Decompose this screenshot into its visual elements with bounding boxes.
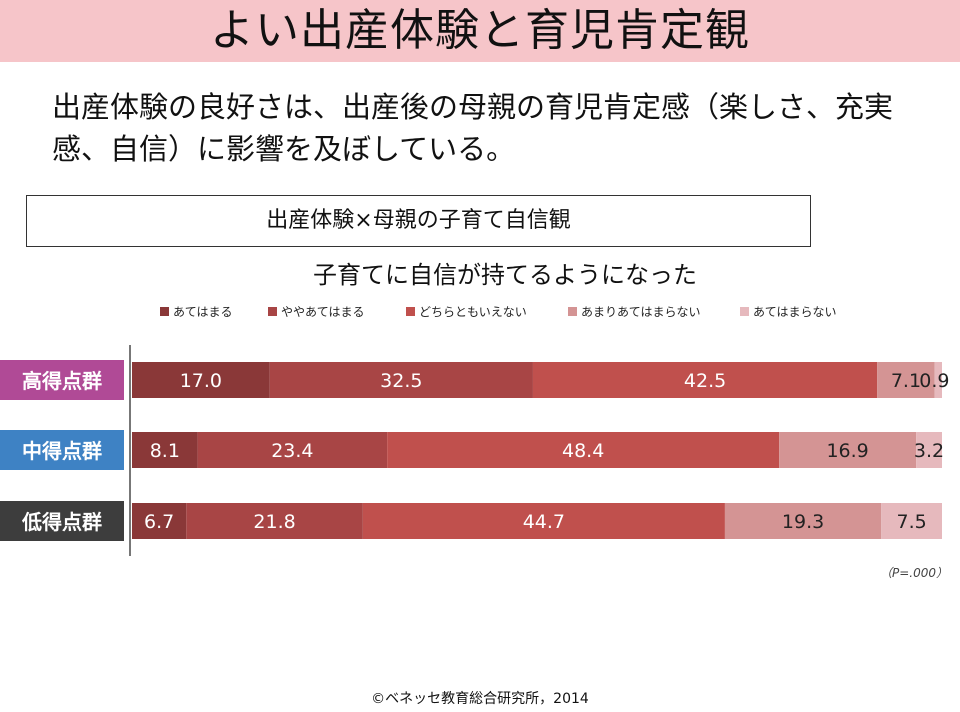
bar-segment bbox=[724, 503, 882, 539]
data-label: 6.7 bbox=[144, 511, 174, 533]
bar-segment bbox=[132, 432, 198, 468]
p-value-note: （P=.000） bbox=[880, 566, 949, 580]
legend-label: あまりあてはまらない bbox=[581, 305, 701, 319]
bar-segment bbox=[779, 432, 917, 468]
group-label-box bbox=[0, 360, 124, 400]
data-label: 32.5 bbox=[380, 370, 422, 392]
title-band bbox=[0, 0, 960, 62]
lead-text: 出産体験の良好さは、出産後の母親の育児肯定感（楽しさ、充実感、自信）に影響を及ぼ… bbox=[52, 90, 894, 166]
data-label: 48.4 bbox=[562, 440, 604, 462]
legend-label: あてはまらない bbox=[753, 305, 837, 319]
group-label: 中得点群 bbox=[22, 439, 102, 463]
bar-segment bbox=[269, 362, 533, 398]
group-label-box bbox=[0, 501, 124, 541]
legend-label: ややあてはまる bbox=[281, 305, 365, 319]
chart-title: 子育てに自信が持てるようになった bbox=[313, 261, 697, 289]
bar-segment bbox=[132, 503, 187, 539]
bar-segment bbox=[132, 362, 270, 398]
bar-segment bbox=[934, 362, 942, 398]
group-label: 低得点群 bbox=[21, 510, 102, 534]
bar-segment bbox=[532, 362, 878, 398]
group-label: 高得点群 bbox=[22, 369, 102, 393]
data-label: 7.5 bbox=[897, 511, 927, 533]
bar-segment bbox=[186, 503, 363, 539]
legend-swatch bbox=[268, 307, 277, 316]
data-label: 17.0 bbox=[180, 370, 222, 392]
legend-label: あてはまる bbox=[173, 305, 233, 319]
data-label: 42.5 bbox=[684, 370, 726, 392]
data-label: 8.1 bbox=[150, 440, 180, 462]
copyright-credit: ©ベネッセ教育総合研究所，2014 bbox=[371, 691, 589, 707]
group-label-box bbox=[0, 430, 124, 470]
data-label: 7.1 bbox=[891, 370, 921, 392]
data-label: 23.4 bbox=[271, 440, 313, 462]
legend-swatch bbox=[568, 307, 577, 316]
survey-item-box: 出産体験×母親の子育て自信観 bbox=[26, 195, 811, 247]
slide-title: よい出産体験と育児肯定観 bbox=[210, 5, 750, 56]
data-label: 0.9 bbox=[919, 370, 949, 392]
legend-label: どちらともいえない bbox=[419, 305, 527, 319]
legend-swatch bbox=[740, 307, 749, 316]
bar-segment bbox=[916, 432, 942, 468]
data-label: 44.7 bbox=[523, 511, 565, 533]
legend-swatch bbox=[406, 307, 415, 316]
legend-swatch bbox=[160, 307, 169, 316]
bar-segment bbox=[877, 362, 935, 398]
data-label: 3.2 bbox=[914, 440, 944, 462]
bar-segment bbox=[387, 432, 780, 468]
survey-item-label: 出産体験×母親の子育て自信観 bbox=[266, 208, 571, 233]
bar-segment bbox=[881, 503, 942, 539]
data-label: 16.9 bbox=[826, 440, 868, 462]
bar-segment bbox=[197, 432, 388, 468]
data-label: 21.8 bbox=[253, 511, 295, 533]
data-label: 19.3 bbox=[782, 511, 824, 533]
bar-segment bbox=[362, 503, 725, 539]
